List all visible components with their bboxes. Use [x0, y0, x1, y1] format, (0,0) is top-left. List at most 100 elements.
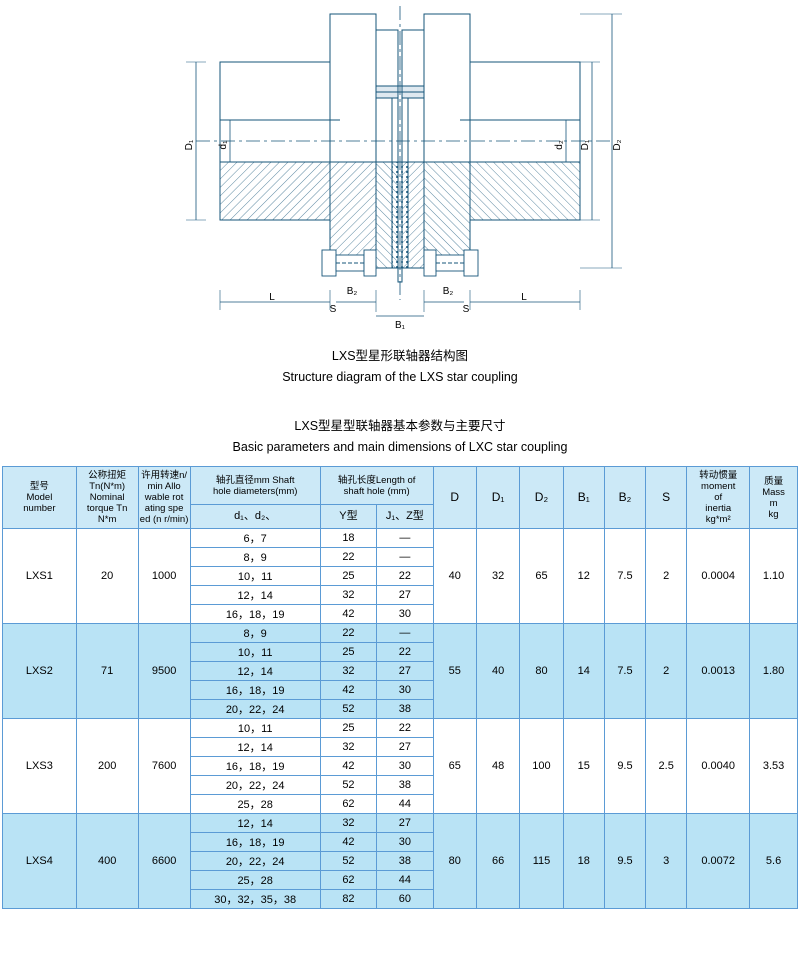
cell-hole-length-jz: —	[376, 623, 434, 643]
label-S-right: S	[463, 304, 470, 315]
cell-hole-diameter: 12，14	[189, 737, 321, 757]
table-row: LXS2 71 9500 8，9 22—55 40 80 14 7.5 2 0.0013 1.80	[2, 623, 798, 719]
table-title-cn: LXS型星型联轴器基本参数与主要尺寸	[294, 419, 506, 433]
cell-B1: 18	[562, 813, 605, 909]
cell-D2: 65	[519, 528, 564, 624]
header-D: D	[432, 466, 477, 529]
label-B2-left: B₂	[347, 286, 358, 297]
cell-hole-diameter: 6，7	[189, 528, 321, 548]
cell-B2: 9.5	[603, 718, 647, 814]
cell-hole-length-jz: 44	[376, 794, 434, 814]
cell-B1: 12	[562, 528, 605, 624]
header-hole-length: 轴孔长度Length of shaft hole (mm)	[319, 465, 434, 506]
cell-mass: 5.6	[749, 813, 798, 909]
cell-hole-length-y: 32	[319, 661, 378, 681]
label-D1-left: D₁	[184, 139, 195, 150]
cell-model: LXS1	[2, 528, 77, 624]
cell-D1: 48	[475, 718, 521, 814]
cell-hole-length-jz: 22	[376, 642, 434, 662]
label-D2-right: D₂	[612, 139, 623, 150]
cell-torque: 20	[75, 528, 139, 624]
cell-hole-length-y: 62	[319, 794, 378, 814]
cell-hole-length-jz: 44	[376, 870, 434, 890]
cell-hole-length-y: 32	[319, 585, 378, 605]
coupling-structure-diagram: D₁ d₁ d₂ D₁ D₂ L L B₂ B₂ S S B₁	[0, 0, 800, 340]
label-L-left: L	[269, 292, 275, 303]
cell-hole-length-y: 42	[319, 832, 378, 852]
cell-hole-length-jz: —	[376, 528, 434, 548]
cell-hole-length-jz: 30	[376, 680, 434, 700]
cell-hole-diameter: 10，11	[189, 718, 321, 738]
cell-speed: 7600	[137, 718, 191, 814]
cell-hole-length-jz: 30	[376, 832, 434, 852]
cell-hole-length-y: 62	[319, 870, 378, 890]
table-row: 16，18，19 42 30	[3, 604, 798, 624]
table-title: LXS型星型联轴器基本参数与主要尺寸 Basic parameters and …	[0, 416, 800, 458]
cell-hole-diameter: 20，22，24	[189, 851, 321, 871]
cell-S: 3	[645, 813, 688, 909]
cell-S: 2	[645, 528, 688, 624]
header-inertia: 转动惯量 moment of inertia kg*m²	[686, 466, 751, 529]
cell-S: 2	[645, 623, 688, 719]
cell-torque: 200	[75, 718, 139, 814]
cell-hole-length-jz: 22	[376, 566, 434, 586]
label-D1-right: D₁	[580, 139, 591, 150]
header-speed: 许用转速n/ min Allo wable rot ating spe ed (…	[137, 466, 191, 529]
table-row: 12，14 32 27	[3, 661, 798, 681]
cell-hole-diameter: 16，18，19	[189, 604, 321, 624]
table-row: 25，28 62 44	[3, 794, 798, 814]
cell-hole-diameter: 30，32，35，38	[189, 889, 321, 909]
cell-D: 65	[432, 718, 477, 814]
cell-hole-diameter: 10，11	[189, 566, 321, 586]
table-row: 16，18，19 42 30	[3, 756, 798, 776]
cell-hole-length-y: 32	[319, 813, 378, 833]
cell-hole-diameter: 16，18，19	[189, 680, 321, 700]
cell-hole-length-y: 42	[319, 756, 378, 776]
table-header-row-1: 型号 Model number 公称扭矩 Tn(N*m) Nominal tor…	[2, 465, 798, 529]
cell-hole-diameter: 8，9	[189, 547, 321, 567]
cell-mass: 1.80	[749, 623, 798, 719]
label-B2-right: B₂	[443, 286, 454, 297]
header-hole-length-y: Y型	[319, 504, 378, 529]
cell-inertia: 0.0040	[686, 718, 751, 814]
table-row: 10，11 25 22	[3, 642, 798, 662]
cell-torque: 71	[75, 623, 139, 719]
label-L-right: L	[521, 292, 527, 303]
cell-B1: 15	[562, 718, 605, 814]
cell-B1: 14	[562, 623, 605, 719]
cell-hole-length-jz: 38	[376, 851, 434, 871]
cell-hole-length-y: 82	[319, 889, 378, 909]
cell-B2: 7.5	[603, 623, 647, 719]
cell-speed: 9500	[137, 623, 191, 719]
cell-D2: 80	[519, 623, 564, 719]
figure-caption-en: Structure diagram of the LXS star coupli…	[282, 370, 518, 384]
cell-hole-diameter: 12，14	[189, 661, 321, 681]
cell-inertia: 0.0072	[686, 813, 751, 909]
cell-D: 55	[432, 623, 477, 719]
cell-hole-diameter: 20，22，24	[189, 699, 321, 719]
cell-hole-length-y: 25	[319, 642, 378, 662]
table-row: 20，22，24 52 38	[3, 775, 798, 795]
cell-D: 80	[432, 813, 477, 909]
cell-speed: 1000	[137, 528, 191, 624]
cell-hole-diameter: 20，22，24	[189, 775, 321, 795]
cell-hole-diameter: 25，28	[189, 870, 321, 890]
figure-caption: LXS型星形联轴器结构图 Structure diagram of the LX…	[0, 346, 800, 388]
cell-model: LXS3	[2, 718, 77, 814]
label-S-left: S	[330, 304, 337, 315]
header-hole-diameter: 轴孔直径mm Shaft hole diameters(mm)	[189, 465, 321, 506]
cell-hole-length-jz: 27	[376, 737, 434, 757]
diagram-svg: D₁ d₁ d₂ D₁ D₂ L L B₂ B₂ S S B₁	[184, 6, 623, 331]
cell-hole-length-y: 18	[319, 528, 378, 548]
cell-B2: 7.5	[603, 528, 647, 624]
cell-hole-length-y: 42	[319, 680, 378, 700]
cell-model: LXS2	[2, 623, 77, 719]
cell-hole-diameter: 16，18，19	[189, 832, 321, 852]
table-row: 20，22，24 52 38	[3, 851, 798, 871]
cell-hole-diameter: 12，14	[189, 585, 321, 605]
cell-D2: 115	[519, 813, 564, 909]
header-B2: B₂	[603, 466, 647, 529]
cell-hole-length-y: 25	[319, 718, 378, 738]
figure-caption-cn: LXS型星形联轴器结构图	[331, 349, 469, 363]
table-row: LXS4 400 6600 12，14 32 27 80 66 115 18 9.5 3 0.0072 5…	[2, 813, 798, 909]
